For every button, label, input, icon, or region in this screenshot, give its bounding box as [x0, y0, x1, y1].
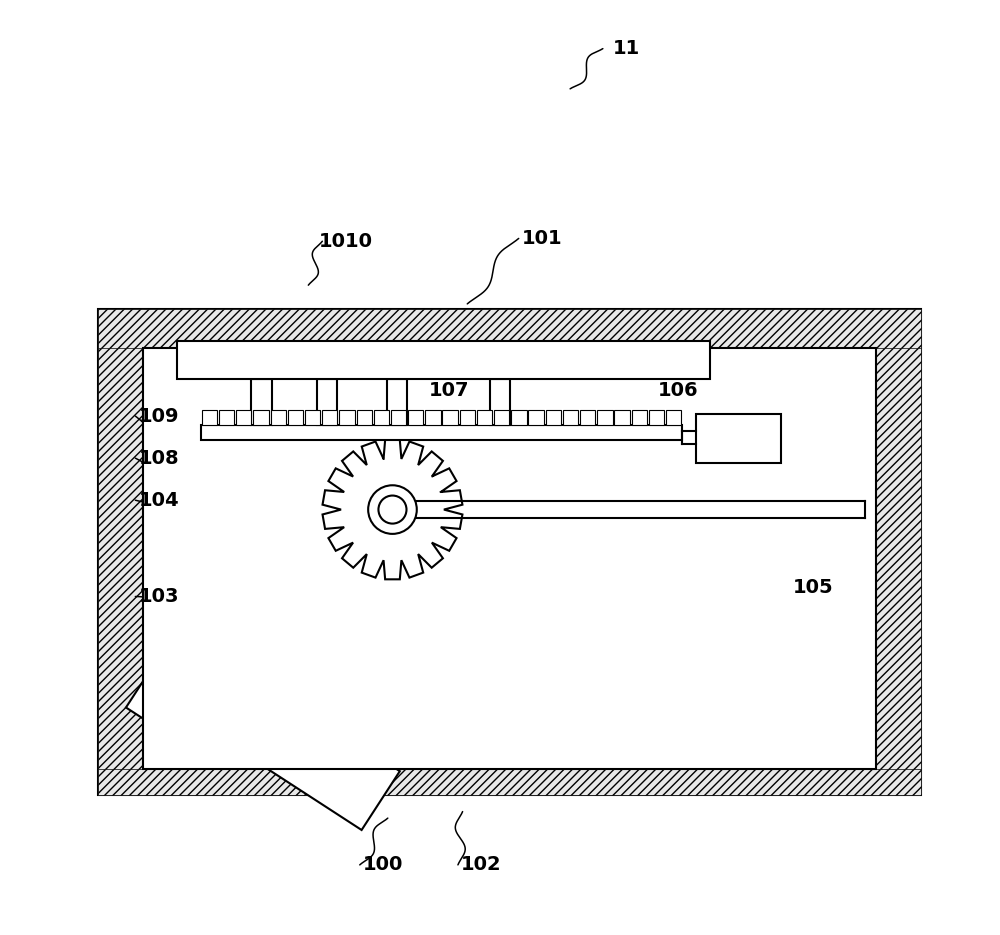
Bar: [219, 410, 234, 425]
Text: 108: 108: [138, 449, 179, 468]
Bar: [271, 410, 286, 425]
Bar: [666, 410, 681, 425]
Bar: [477, 410, 492, 425]
Bar: [98, 309, 143, 795]
Bar: [374, 410, 389, 425]
Bar: [876, 309, 921, 795]
Bar: [490, 379, 510, 425]
Text: 107: 107: [428, 381, 469, 400]
Bar: [511, 410, 527, 425]
Bar: [649, 410, 664, 425]
Polygon shape: [142, 628, 400, 830]
Circle shape: [378, 496, 406, 524]
Bar: [98, 309, 921, 348]
Bar: [288, 410, 303, 425]
Bar: [201, 425, 682, 440]
Bar: [391, 410, 406, 425]
Bar: [357, 410, 372, 425]
Bar: [563, 410, 578, 425]
Polygon shape: [323, 439, 462, 580]
Bar: [580, 410, 595, 425]
Text: 104: 104: [138, 491, 179, 510]
Bar: [408, 410, 423, 425]
Bar: [98, 309, 921, 795]
Bar: [305, 410, 320, 425]
Bar: [339, 410, 355, 425]
Bar: [597, 410, 613, 425]
Bar: [460, 410, 475, 425]
Bar: [614, 410, 630, 425]
Text: 11: 11: [613, 39, 640, 58]
Bar: [546, 410, 561, 425]
Text: 106: 106: [657, 381, 698, 400]
Circle shape: [368, 485, 417, 534]
Bar: [253, 410, 269, 425]
Bar: [442, 410, 458, 425]
Text: 101: 101: [522, 229, 562, 248]
Bar: [98, 769, 921, 795]
Bar: [696, 414, 780, 463]
Text: 1010: 1010: [319, 232, 373, 251]
Bar: [494, 410, 509, 425]
Polygon shape: [126, 582, 266, 746]
Bar: [425, 410, 441, 425]
Bar: [387, 379, 407, 425]
Bar: [143, 348, 876, 769]
Bar: [317, 379, 337, 425]
Bar: [632, 410, 647, 425]
Bar: [236, 410, 251, 425]
Bar: [528, 410, 544, 425]
Text: 100: 100: [363, 856, 403, 874]
Bar: [251, 379, 272, 425]
Text: 105: 105: [793, 578, 834, 597]
Text: 103: 103: [138, 587, 179, 606]
Bar: [202, 410, 217, 425]
Bar: [322, 410, 337, 425]
Bar: [177, 341, 710, 379]
Text: 102: 102: [461, 856, 502, 874]
Text: 109: 109: [138, 407, 179, 425]
